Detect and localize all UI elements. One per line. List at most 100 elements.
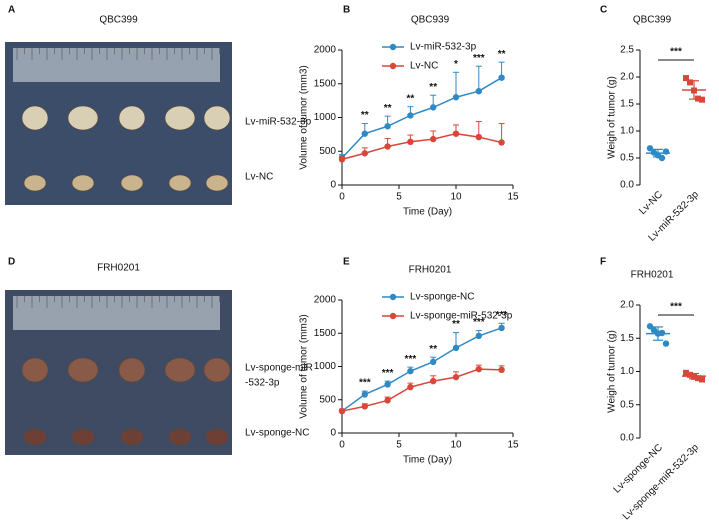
tumor <box>205 428 229 446</box>
significance: ** <box>429 82 437 93</box>
tumor <box>67 105 99 131</box>
photo-label: Lv-NC <box>245 172 273 183</box>
photo-label: Lv-miR-532-3p <box>245 117 312 128</box>
series-line <box>341 77 502 159</box>
chart-title: QBC399 <box>633 15 672 26</box>
significance: *** <box>473 317 485 328</box>
panel-letter: C <box>600 5 607 16</box>
significance: ** <box>452 319 460 330</box>
photo-title: QBC399 <box>99 15 138 26</box>
panel-letter: B <box>343 5 350 16</box>
x-tick-label: 15 <box>507 192 519 203</box>
x-axis-label: Time (Day) <box>403 207 452 218</box>
legend-marker <box>389 293 397 301</box>
point <box>361 391 368 398</box>
point <box>699 376 705 383</box>
tumor <box>120 428 144 446</box>
x-tick-label: 5 <box>396 192 402 203</box>
point <box>384 381 391 388</box>
x-tick-label: 15 <box>507 440 519 451</box>
point <box>498 324 505 332</box>
point <box>695 375 701 382</box>
chart-title: QBC939 <box>411 15 450 26</box>
y-axis-label: Volume of tumor (mm3) <box>299 65 310 169</box>
photo-title: FRH0201 <box>97 263 140 274</box>
point <box>430 358 437 366</box>
x-axis-label: Time (Day) <box>403 455 452 466</box>
point <box>658 154 666 162</box>
legend-label: Lv-miR-532-3p <box>410 42 477 53</box>
y-tick-label: 2.5 <box>620 45 634 56</box>
significance: ** <box>361 110 369 121</box>
x-tick-label: 0 <box>339 192 345 203</box>
point <box>683 75 689 82</box>
panel-letter: A <box>8 5 15 16</box>
point <box>498 139 505 146</box>
y-tick-label: 2000 <box>314 295 337 306</box>
point <box>452 94 460 101</box>
panel-letter: E <box>343 257 350 268</box>
point <box>699 96 705 103</box>
chart-title: FRH0201 <box>409 265 452 276</box>
point <box>361 403 368 410</box>
tumor <box>21 357 49 383</box>
point <box>407 112 414 119</box>
significance: *** <box>382 368 394 379</box>
tumor <box>67 357 99 383</box>
point <box>662 340 670 347</box>
y-tick-label: 0.0 <box>620 180 634 191</box>
y-tick-label: 1000 <box>314 112 337 123</box>
y-tick-label: 2.0 <box>620 72 634 83</box>
significance: *** <box>405 354 417 365</box>
point <box>646 145 654 152</box>
y-tick-label: 0.5 <box>620 399 634 410</box>
y-axis-label: Weigh of tumor (g) <box>607 76 618 159</box>
y-tick-label: 1.0 <box>620 366 634 377</box>
tumor <box>23 174 47 192</box>
point <box>338 156 346 163</box>
tumor <box>168 428 192 446</box>
significance: ** <box>498 49 506 60</box>
chart-title: FRH0201 <box>631 270 674 281</box>
y-tick-label: 1500 <box>314 328 337 339</box>
ruler <box>13 296 220 330</box>
tumor <box>21 105 49 131</box>
significance: * <box>454 59 458 70</box>
point <box>687 79 693 86</box>
y-tick-label: 0.0 <box>620 433 634 444</box>
point <box>384 143 391 150</box>
point <box>407 138 414 145</box>
x-tick-label: 0 <box>339 440 345 451</box>
tumor <box>118 105 146 131</box>
tumor <box>168 174 192 192</box>
significance: *** <box>473 53 485 64</box>
point <box>646 323 654 330</box>
significance: ** <box>407 93 415 104</box>
photo-label: -532-3p <box>245 378 280 389</box>
point <box>452 373 460 381</box>
point <box>498 74 505 81</box>
series-line <box>341 132 502 161</box>
significance: ** <box>429 344 437 355</box>
legend-marker <box>389 312 397 320</box>
point <box>498 366 505 374</box>
panel-letter: D <box>8 257 15 268</box>
y-tick-label: 500 <box>319 394 336 405</box>
point <box>452 130 460 137</box>
x-tick-label: 5 <box>396 440 402 451</box>
point <box>475 332 482 340</box>
ruler <box>13 48 220 82</box>
y-axis-label: Weigh of tumor (g) <box>607 330 618 413</box>
y-tick-label: 2000 <box>314 45 337 56</box>
tumor <box>120 174 144 192</box>
point <box>683 369 689 376</box>
photo-label: Lv-sponge-NC <box>245 428 309 439</box>
y-tick-label: 0 <box>330 428 336 439</box>
y-tick-label: 1.5 <box>620 99 634 110</box>
legend-label: Lv-sponge-NC <box>410 292 474 303</box>
point <box>475 133 482 141</box>
photo-label: Lv-sponge-miR <box>245 363 313 374</box>
legend-marker <box>389 62 397 70</box>
y-tick-label: 1500 <box>314 78 337 89</box>
